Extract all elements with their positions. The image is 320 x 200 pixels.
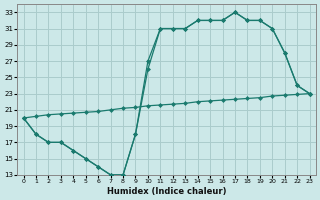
- X-axis label: Humidex (Indice chaleur): Humidex (Indice chaleur): [107, 187, 226, 196]
